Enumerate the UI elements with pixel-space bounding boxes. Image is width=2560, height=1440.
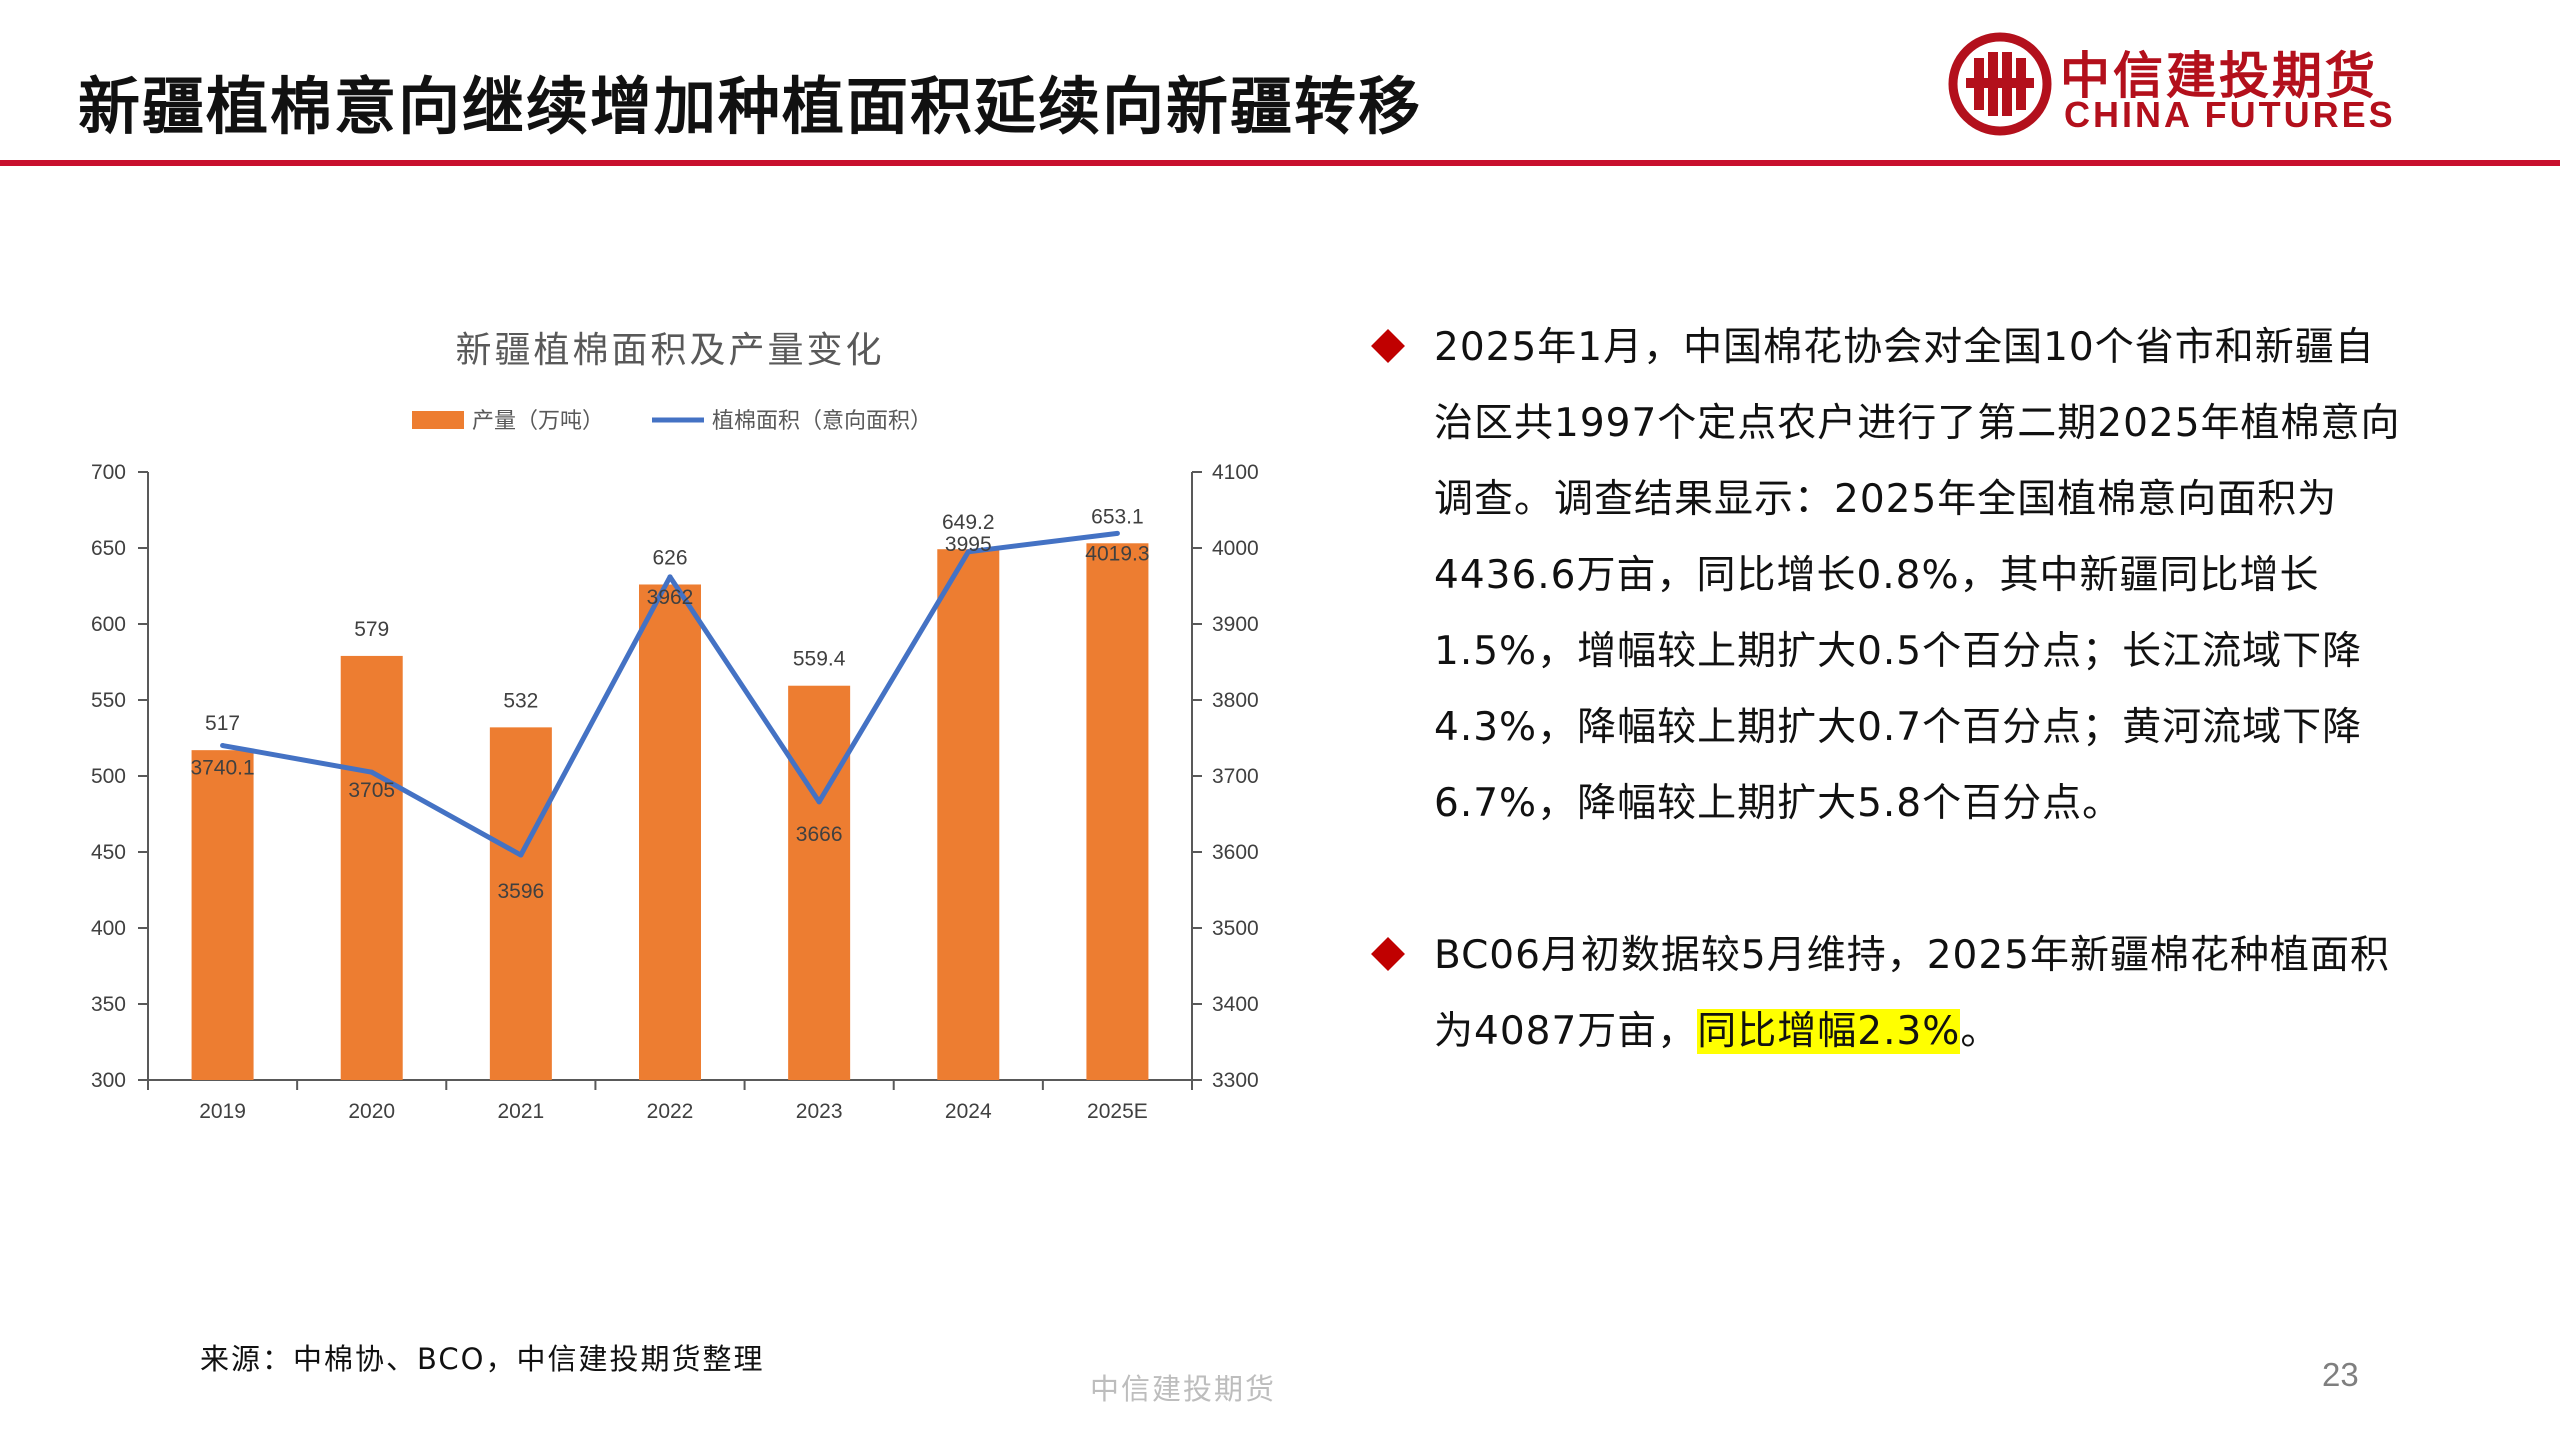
bullet-text-end: 。 <box>1960 1009 2001 1054</box>
x-tick-label: 2019 <box>199 1100 246 1123</box>
line-point-planting-area <box>518 852 524 858</box>
y-right-tick-label: 4100 <box>1212 461 1259 484</box>
bar-data-label: 517 <box>205 712 240 735</box>
x-tick-label: 2022 <box>647 1100 694 1123</box>
company-logo: 中信建投期货 CHINA FUTURES <box>1948 32 2548 142</box>
footer-company: 中信建投期货 <box>1090 1372 1277 1406</box>
bar-production <box>191 750 254 1080</box>
line-point-planting-area <box>220 743 226 749</box>
line-data-label: 3740.1 <box>190 757 254 780</box>
diamond-bullet-icon <box>1371 329 1405 363</box>
page-number: 23 <box>2322 1356 2359 1393</box>
bullet-text: BC06月初数据较5月维持，2025年新疆棉花种植面积为4087万亩， <box>1434 933 2390 1054</box>
y-left-tick-label: 600 <box>91 613 126 636</box>
x-tick-label: 2021 <box>497 1100 544 1123</box>
line-point-planting-area <box>965 549 971 555</box>
y-right-tick-label: 3700 <box>1212 765 1259 788</box>
x-tick-label: 2023 <box>796 1100 843 1123</box>
y-left-tick-label: 450 <box>91 841 126 864</box>
y-left-tick-label: 400 <box>91 917 126 940</box>
y-right-tick-label: 3800 <box>1212 689 1259 712</box>
chart-container: 新疆植棉面积及产量变化产量（万吨） 植棉面积（意向面积） 300 350 400 450 5… <box>60 300 1280 1160</box>
header-divider <box>0 160 2560 166</box>
bar-data-label: 579 <box>354 618 389 641</box>
legend-label-area: 植棉面积（意向面积） <box>712 408 932 433</box>
line-data-label: 3962 <box>647 586 694 609</box>
bar-production <box>937 549 1000 1080</box>
y-right-tick-label: 3900 <box>1212 613 1259 636</box>
y-left-tick-label: 350 <box>91 993 126 1016</box>
y-right-tick-label: 4000 <box>1212 537 1259 560</box>
bar-data-label: 649.2 <box>942 511 995 534</box>
bar-production <box>340 655 403 1080</box>
diamond-bullet-icon <box>1371 937 1405 971</box>
y-right-tick-label: 3300 <box>1212 1069 1259 1092</box>
bar-production <box>489 727 552 1080</box>
line-data-label: 3596 <box>497 880 544 903</box>
x-tick-label: 2020 <box>348 1100 395 1123</box>
source-note: 来源：中棉协、BCO，中信建投期货整理 <box>200 1342 765 1376</box>
y-left-tick-label: 550 <box>91 689 126 712</box>
line-data-label: 3705 <box>348 779 395 802</box>
bar-data-label: 653.1 <box>1091 505 1144 528</box>
logo-text-en: CHINA FUTURES <box>2064 94 2396 135</box>
bullet-list: 2025年1月，中国棉花协会对全国10个省市和新疆自治区共1997个定点农户进行… <box>1370 310 2410 1070</box>
line-data-label: 3666 <box>796 823 843 846</box>
y-left-tick-label: 650 <box>91 537 126 560</box>
x-tick-label: 2025E <box>1087 1100 1148 1123</box>
bullet-text: 2025年1月，中国棉花协会对全国10个省市和新疆自治区共1997个定点农户进行… <box>1434 325 2401 826</box>
chart-title: 新疆植棉面积及产量变化 <box>455 329 884 370</box>
page-title: 新疆植棉意向继续增加种植面积延续向新疆转移 <box>78 70 1423 143</box>
bullet-item: BC06月初数据较5月维持，2025年新疆棉花种植面积为4087万亩，同比增幅2… <box>1370 918 2410 1070</box>
line-point-planting-area <box>1114 530 1120 536</box>
line-data-label: 3995 <box>945 533 992 556</box>
legend-label-production: 产量（万吨） <box>472 408 604 433</box>
bar-data-label: 532 <box>503 689 538 712</box>
line-data-label: 4019.3 <box>1085 542 1149 565</box>
line-point-planting-area <box>667 574 673 580</box>
line-point-planting-area <box>369 769 375 775</box>
y-left-tick-label: 300 <box>91 1069 126 1092</box>
y-right-tick-label: 3600 <box>1212 841 1259 864</box>
bar-production <box>639 584 701 1080</box>
bar-production <box>1086 543 1149 1080</box>
y-right-tick-label: 3500 <box>1212 917 1259 940</box>
y-left-tick-label: 700 <box>91 461 126 484</box>
line-point-planting-area <box>816 799 822 805</box>
logo-text-cn: 中信建投期货 <box>2060 47 2378 105</box>
bar-data-label: 626 <box>652 546 687 569</box>
legend-swatch-production <box>412 411 464 429</box>
bullet-item: 2025年1月，中国棉花协会对全国10个省市和新疆自治区共1997个定点农户进行… <box>1370 310 2410 842</box>
bar-data-label: 559.4 <box>793 648 846 671</box>
y-left-tick-label: 500 <box>91 765 126 788</box>
highlighted-text: 同比增幅2.3% <box>1697 1009 1961 1054</box>
y-right-tick-label: 3400 <box>1212 993 1259 1016</box>
x-tick-label: 2024 <box>945 1100 992 1123</box>
bar-production <box>788 685 851 1080</box>
logo-mark-icon <box>1948 32 2052 136</box>
